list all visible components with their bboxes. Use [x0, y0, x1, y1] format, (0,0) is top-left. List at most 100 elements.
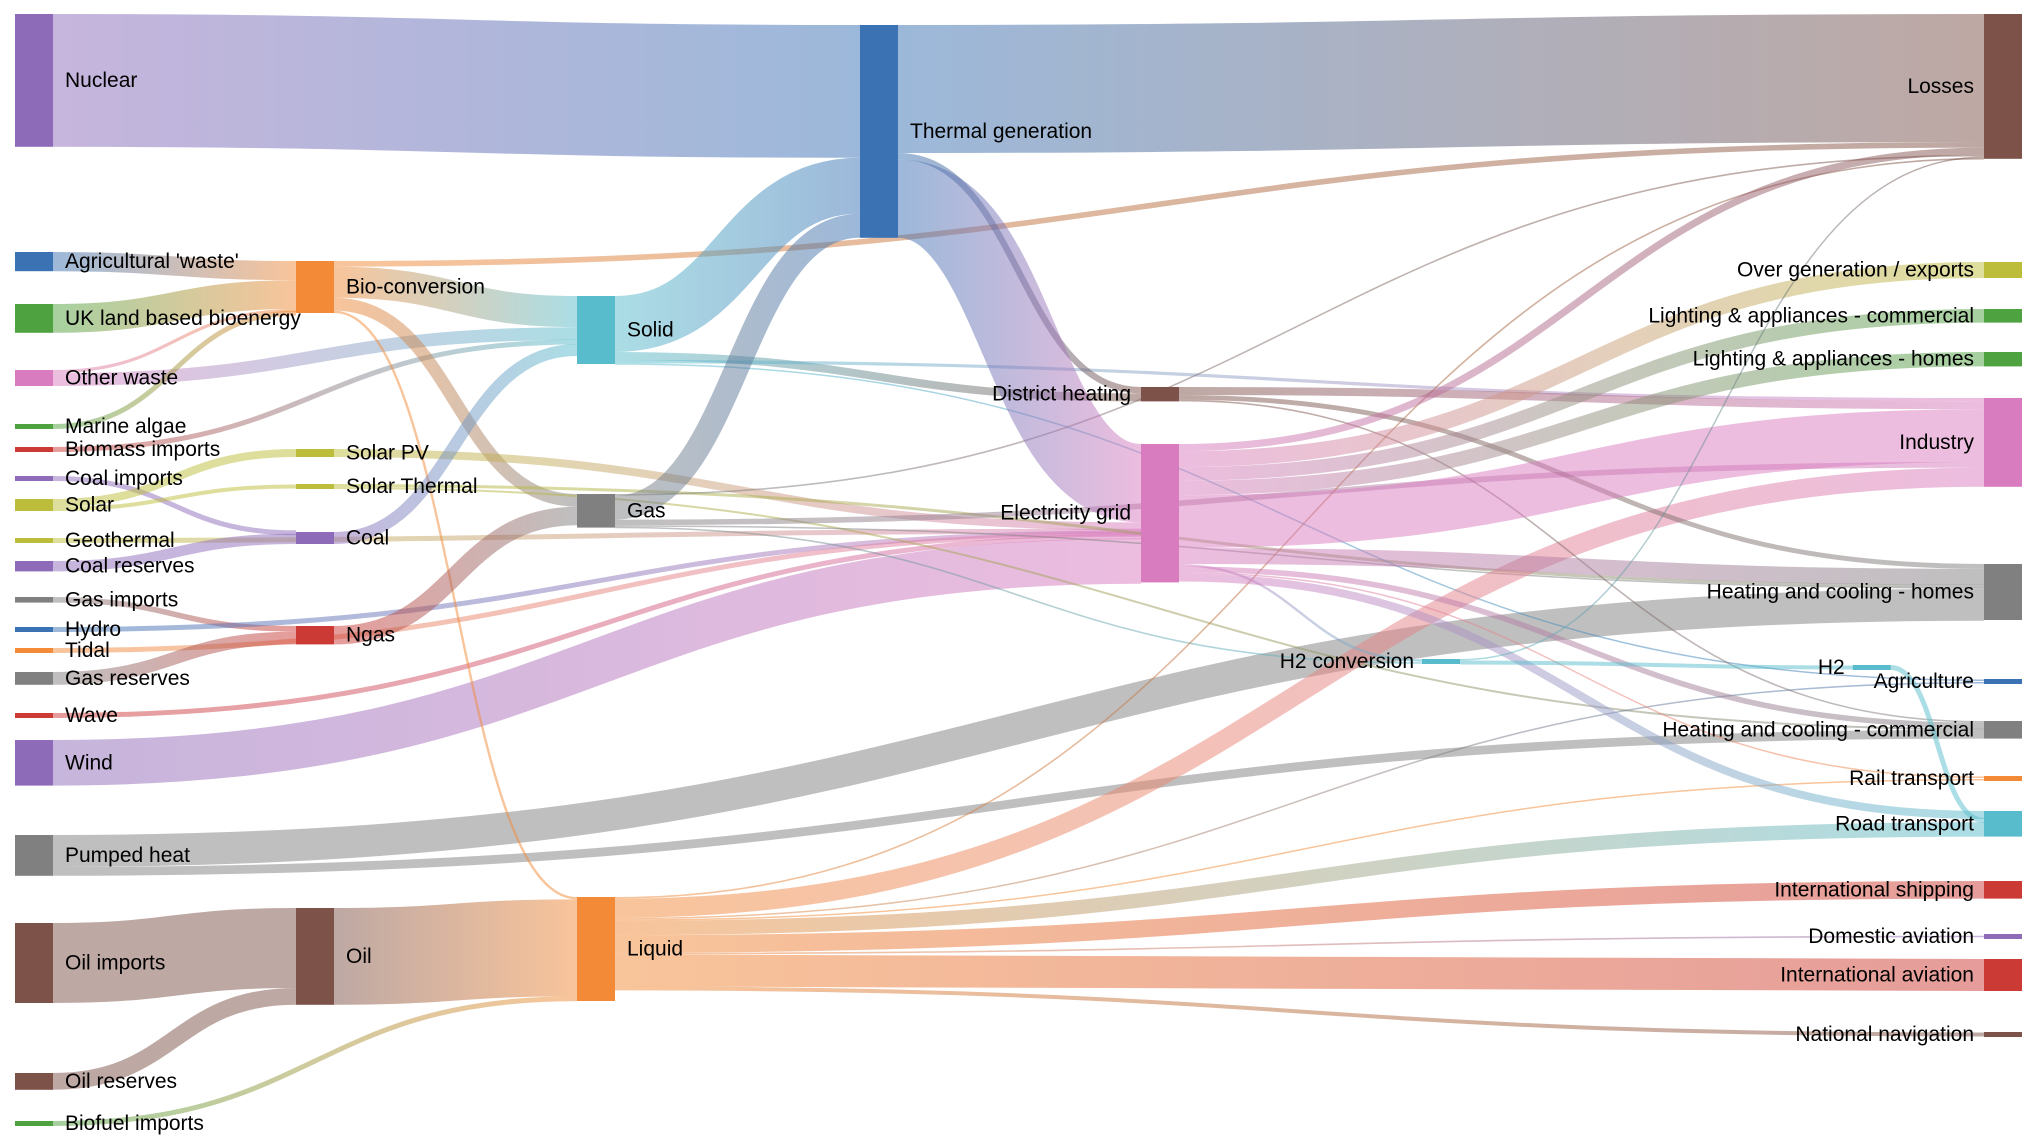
node-losses[interactable] [1984, 14, 2022, 159]
link-other_waste-to-bio_conversion[interactable] [52, 309, 297, 374]
node-light_home[interactable] [1984, 352, 2022, 367]
link-grid-to-heat_comm[interactable] [1178, 566, 1985, 729]
link-liquid-to-intl_av[interactable] [614, 954, 1985, 991]
node-geothermal[interactable] [15, 538, 53, 543]
node-intl_av[interactable] [1984, 959, 2022, 991]
link-gas_imports-to-ngas[interactable] [52, 597, 297, 632]
node-coal_reserves[interactable] [15, 561, 53, 572]
node-oil_imports[interactable] [15, 923, 53, 1003]
node-intl_ship[interactable] [1984, 881, 2022, 899]
link-coal-to-solid[interactable] [333, 344, 578, 544]
link-grid-to-light_home[interactable] [1178, 352, 1985, 496]
node-gas_reserves[interactable] [15, 672, 53, 685]
link-thermal-to-losses[interactable] [897, 14, 1985, 153]
link-liquid-to-road[interactable] [614, 822, 1985, 936]
node-solar[interactable] [15, 499, 53, 511]
node-uk_bio[interactable] [15, 304, 53, 333]
link-liquid-to-dom_av[interactable] [614, 935, 1985, 955]
link-solid-to-industry[interactable] [614, 360, 1985, 402]
link-bio_conversion-to-gas[interactable] [333, 297, 578, 507]
node-dom_av[interactable] [1984, 934, 2022, 939]
node-ag_waste[interactable] [15, 252, 53, 272]
link-liquid-to-industry[interactable] [614, 467, 1985, 918]
node-overgen[interactable] [1984, 262, 2022, 278]
node-rail[interactable] [1984, 776, 2022, 781]
link-grid-to-overgen[interactable] [1178, 262, 1985, 468]
link-solar_pv-to-grid[interactable] [333, 449, 1142, 531]
link-solid-to-thermal[interactable] [613, 157, 862, 352]
node-oil_reserves[interactable] [15, 1073, 53, 1090]
node-hydro[interactable] [15, 627, 53, 632]
link-h2-to-road[interactable] [1890, 665, 1985, 824]
link-biofuel_imports-to-liquid[interactable] [52, 996, 578, 1126]
link-liquid-to-rail[interactable] [614, 779, 1985, 921]
node-pumped_heat[interactable] [15, 835, 53, 876]
link-pumped_heat-to-heat_comm[interactable] [52, 729, 1985, 876]
node-liquid[interactable] [577, 897, 615, 1001]
link-gas-to-thermal[interactable] [614, 213, 861, 520]
node-solar_thermal[interactable] [296, 484, 334, 489]
node-road[interactable] [1984, 811, 2022, 837]
node-coal_imports[interactable] [15, 476, 53, 481]
link-gas-to-h2conv[interactable] [614, 526, 1423, 664]
link-solar-to-solar_pv[interactable] [52, 449, 297, 507]
node-solid[interactable] [577, 296, 615, 364]
node-gas[interactable] [577, 494, 615, 528]
node-oil[interactable] [296, 908, 334, 1005]
link-coal_reserves-to-coal[interactable] [52, 533, 297, 572]
node-h2conv[interactable] [1422, 659, 1460, 664]
node-bio_conversion[interactable] [296, 261, 334, 313]
link-grid-to-light_comm[interactable] [1178, 309, 1985, 481]
node-wind[interactable] [15, 740, 53, 786]
node-coal[interactable] [296, 532, 334, 544]
node-heat_home[interactable] [1984, 564, 2022, 620]
link-oil_imports-to-oil[interactable] [52, 908, 297, 1003]
link-liquid-to-nat_nav[interactable] [614, 986, 1985, 1037]
link-hydro-to-grid[interactable] [52, 530, 1142, 632]
node-grid[interactable] [1141, 444, 1179, 583]
link-gas-to-losses[interactable] [614, 154, 1985, 496]
node-h2[interactable] [1852, 665, 1891, 670]
link-bio_imports-to-solid[interactable] [52, 339, 578, 452]
link-oil_reserves-to-oil[interactable] [52, 988, 297, 1090]
node-industry[interactable] [1984, 398, 2022, 487]
node-light_comm[interactable] [1984, 309, 2022, 323]
node-nat_nav[interactable] [1984, 1032, 2022, 1037]
node-bio_imports[interactable] [15, 447, 53, 452]
link-thermal-to-grid[interactable] [894, 159, 1145, 523]
node-marine[interactable] [15, 424, 53, 429]
link-uk_bio-to-bio_conversion[interactable] [52, 280, 297, 333]
link-other_waste-to-solid[interactable] [52, 327, 578, 386]
link-bio_conversion-to-liquid[interactable] [333, 310, 578, 900]
node-other_waste[interactable] [15, 370, 53, 386]
node-tidal[interactable] [15, 648, 53, 653]
link-ngas-to-gas[interactable] [333, 506, 578, 645]
node-agriculture[interactable] [1984, 679, 2022, 684]
link-grid-to-road[interactable] [1178, 573, 1985, 819]
link-h2conv-to-losses[interactable] [1459, 156, 1985, 661]
link-grid-to-heat_home[interactable] [1178, 548, 1985, 585]
link-bio_conversion-to-solid[interactable] [333, 266, 578, 328]
node-heat_comm[interactable] [1984, 721, 2022, 739]
link-gas_reserves-to-ngas[interactable] [52, 631, 297, 685]
link-marine-to-bio_conversion[interactable] [52, 310, 297, 429]
node-nuclear[interactable] [15, 14, 53, 147]
link-grid-to-rail[interactable] [1178, 572, 1985, 778]
link-h2conv-to-h2[interactable] [1459, 660, 1853, 670]
node-solar_pv[interactable] [296, 449, 334, 457]
link-bio_conversion-to-losses[interactable] [333, 142, 1985, 267]
link-ag_waste-to-bio_conversion[interactable] [52, 252, 297, 281]
link-solar-to-solar_thermal[interactable] [52, 484, 297, 511]
link-grid-to-industry[interactable] [1178, 409, 1985, 548]
node-biofuel_imports[interactable] [15, 1121, 53, 1126]
node-ngas[interactable] [296, 626, 334, 645]
link-coal_imports-to-coal[interactable] [52, 476, 297, 536]
link-wind-to-grid[interactable] [52, 538, 1142, 786]
link-oil-to-liquid[interactable] [333, 899, 578, 1005]
link-grid-to-losses[interactable] [1178, 147, 1985, 452]
link-pumped_heat-to-heat_home[interactable] [52, 588, 1985, 867]
link-nuclear-to-thermal[interactable] [52, 14, 861, 158]
link-liquid-to-agriculture[interactable] [614, 682, 1985, 920]
node-wave[interactable] [15, 713, 53, 718]
node-district[interactable] [1141, 387, 1179, 402]
